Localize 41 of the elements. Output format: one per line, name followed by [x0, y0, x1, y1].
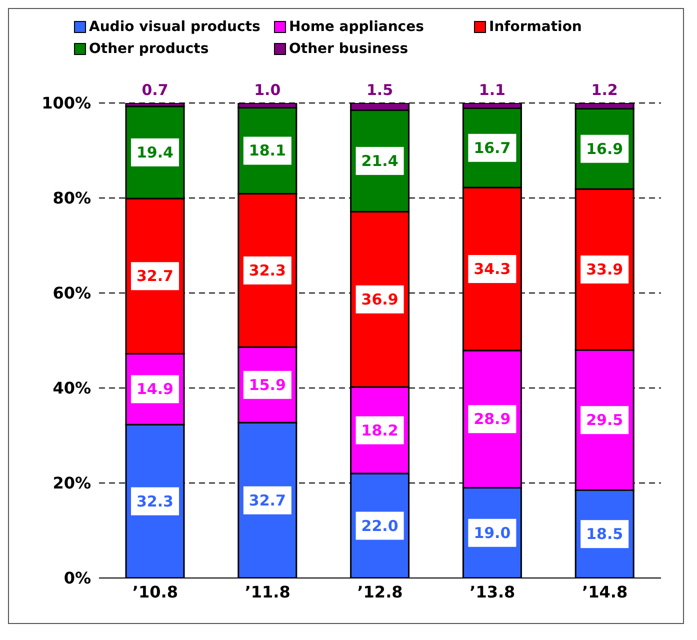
- x-tick-label: ’12.8: [357, 582, 403, 602]
- data-label: 32.3: [136, 492, 174, 510]
- data-label: 1.2: [591, 81, 618, 99]
- y-tick-label: 60%: [52, 284, 91, 303]
- x-tick-label: ’14.8: [582, 582, 628, 602]
- data-label: 34.3: [474, 260, 511, 278]
- data-label: 36.9: [361, 290, 398, 308]
- x-tick-label: ’13.8: [470, 582, 516, 602]
- data-label: 32.3: [248, 261, 286, 280]
- data-label: 33.9: [586, 260, 624, 278]
- y-tick-label: 0%: [64, 568, 91, 588]
- data-label: 28.9: [474, 410, 511, 428]
- data-label: 14.9: [136, 380, 174, 398]
- data-label: 32.7: [248, 491, 286, 510]
- data-label: 21.4: [361, 152, 398, 170]
- x-tick-label: ’11.8: [244, 582, 290, 602]
- data-label: 0.7: [142, 81, 168, 99]
- legend-label: Home appliances: [289, 19, 424, 35]
- y-tick-label: 40%: [52, 378, 91, 398]
- data-label: 19.0: [474, 524, 511, 542]
- data-label: 1.0: [254, 81, 281, 99]
- y-tick-label: 20%: [52, 474, 91, 493]
- legend-label: Other business: [289, 41, 408, 57]
- data-label: 19.4: [136, 143, 174, 162]
- data-label: 16.9: [586, 140, 624, 158]
- legend-label: Audio visual products: [89, 19, 260, 35]
- legend-label: Information: [489, 19, 582, 35]
- legend-label: Other products: [89, 41, 209, 57]
- y-tick-label: 80%: [52, 188, 91, 208]
- data-label: 22.0: [361, 516, 398, 535]
- data-label: 16.7: [474, 138, 511, 157]
- data-label: 18.1: [248, 142, 286, 160]
- data-label: 18.5: [586, 525, 624, 544]
- data-label: 1.1: [478, 81, 506, 99]
- data-label: 1.5: [366, 81, 394, 99]
- data-label: 32.7: [136, 267, 174, 286]
- x-tick-label: ’10.8: [132, 582, 178, 602]
- data-label: 29.5: [586, 411, 624, 430]
- data-label: 15.9: [248, 376, 286, 394]
- data-label: 18.2: [361, 421, 398, 440]
- y-tick-label: 100%: [42, 94, 91, 113]
